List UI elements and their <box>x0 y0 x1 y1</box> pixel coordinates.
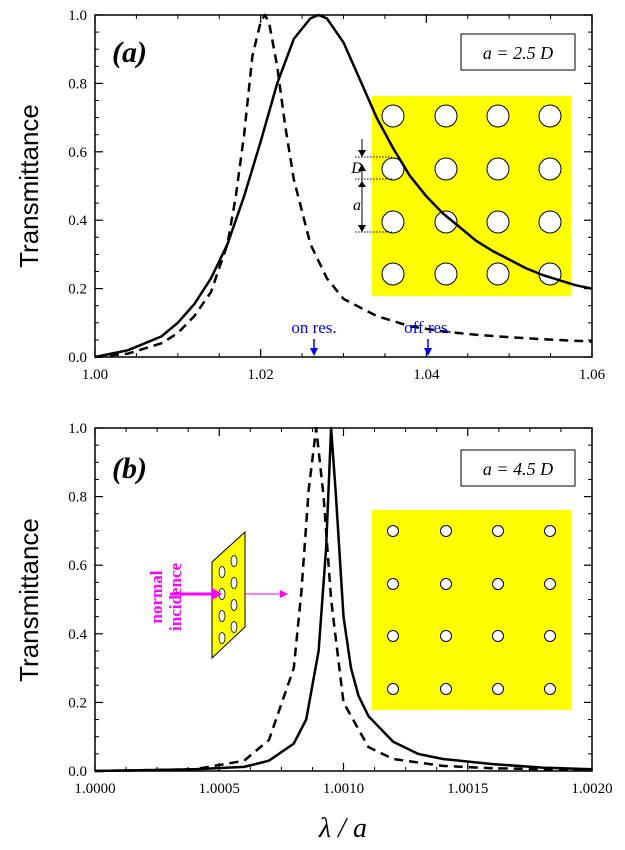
plate-hole <box>218 632 226 644</box>
panel-a-series-dashed-line <box>94 13 593 359</box>
panel-b-series-solid-line <box>94 426 593 773</box>
lattice-hole-large <box>538 157 562 181</box>
panel-b-incident-arrowhead <box>212 588 222 600</box>
lattice-hole-small <box>387 683 399 695</box>
panel-b-inset-holes <box>387 525 556 695</box>
lattice-hole-small <box>387 578 399 590</box>
lattice-hole-large <box>381 262 405 286</box>
panel-a-inset-square <box>372 96 571 296</box>
panel-a-off-res-arrow <box>424 348 432 356</box>
panel-b-ylabel: Transmittance <box>14 518 44 682</box>
panel-a-on-res-label: on res. <box>291 318 336 337</box>
lattice-hole-small <box>440 683 452 695</box>
lattice-hole-small <box>387 630 399 642</box>
panel-b-y-tick-label: 1.0 <box>68 421 87 437</box>
panel-a-y-tick-label: 0.4 <box>68 213 87 229</box>
panel-b-xlabel: λ / a <box>318 813 367 844</box>
panel-b-y-tick-label: 0.0 <box>68 764 87 780</box>
panel-b-x-tick-label: 1.0005 <box>199 781 240 797</box>
panel-a-ylabel: Transmittance <box>14 104 44 268</box>
lattice-hole-large <box>486 157 510 181</box>
panel-a-inset-label-D: D <box>350 160 363 177</box>
panel-a-curves <box>94 13 593 359</box>
lattice-hole-small <box>440 630 452 642</box>
plate-hole <box>230 577 238 589</box>
panel-b-legend-text: a = 4.5 D <box>483 459 553 479</box>
plate-hole <box>230 599 238 611</box>
panel-b-curves <box>94 426 593 773</box>
panel-a-inset-label-a: a <box>353 197 361 214</box>
lattice-hole-small <box>492 578 504 590</box>
panel-a-y-tick-label: 0.2 <box>68 282 87 298</box>
panel-b-inset-square <box>372 510 571 710</box>
panel-a: D a 1.00 1.02 1.04 1.06 0.0 0.2 0.4 0.6 0.8 1.0 (… <box>14 8 606 383</box>
lattice-hole-small <box>544 578 556 590</box>
lattice-hole-large <box>434 104 458 128</box>
panel-a-legend-box <box>460 33 576 71</box>
panel-b-x-tick-label: 1.0015 <box>447 781 488 797</box>
lattice-hole-large <box>434 262 458 286</box>
panel-a-x-tick-label: 1.02 <box>248 367 274 383</box>
panel-b-legend-box <box>460 449 576 487</box>
panel-a-y-tick-label: 0.8 <box>68 76 87 92</box>
lattice-hole-large <box>381 104 405 128</box>
panel-a-label: (a) <box>112 36 147 69</box>
panel-b-y-tick-label: 0.8 <box>68 490 87 506</box>
panel-a-series-solid-line <box>94 13 593 359</box>
lattice-hole-small <box>492 630 504 642</box>
panel-a-legend-text: a = 2.5 D <box>483 43 553 63</box>
panel-a-x-tick-label: 1.06 <box>579 367 606 383</box>
lattice-hole-large <box>434 157 458 181</box>
panel-b-incidence-label: incidence <box>166 563 185 631</box>
lattice-hole-large <box>538 210 562 234</box>
panel-b-y-tick-label: 0.4 <box>68 627 87 643</box>
panel-b-series-dashed-line <box>94 426 593 773</box>
lattice-hole-large <box>486 262 510 286</box>
lattice-hole-small <box>440 578 452 590</box>
panel-a-y-tick-label: 1.0 <box>68 8 87 24</box>
panel-a-off-res-label: off res. <box>404 318 452 337</box>
lattice-hole-large <box>538 104 562 128</box>
plate-hole <box>230 621 238 633</box>
panel-b-transmitted-arrowhead <box>280 590 288 598</box>
panel-b-normal-label: normal <box>147 570 166 623</box>
panel-a-x-tick-label: 1.00 <box>82 367 108 383</box>
panel-b-x-tick-label: 1.0010 <box>323 781 364 797</box>
plate-hole <box>218 566 226 578</box>
lattice-hole-small <box>492 683 504 695</box>
panel-a-y-tick-label: 0.0 <box>68 350 87 366</box>
lattice-hole-small <box>544 630 556 642</box>
lattice-hole-small <box>544 525 556 537</box>
plate-hole <box>230 555 238 567</box>
lattice-hole-large <box>486 210 510 234</box>
panel-a-inset-lattice: D a <box>350 96 571 296</box>
panel-b-plate-schematic: normal incidence <box>147 530 288 660</box>
lattice-hole-small <box>387 525 399 537</box>
panel-b-x-tick-label: 1.0020 <box>571 781 612 797</box>
panel-a-inset-holes <box>381 104 562 286</box>
lattice-hole-small <box>440 525 452 537</box>
panel-b-x-tick-label: 1.0000 <box>74 781 115 797</box>
plate-hole <box>218 610 226 622</box>
panel-b: normal incidence 1.0000 1.0005 1.0010 1.001… <box>14 421 613 844</box>
panel-b-inset-lattice <box>372 510 571 710</box>
panel-a-ticks: 1.00 1.02 1.04 1.06 0.0 0.2 0.4 0.6 0.8 1.0 <box>68 8 605 383</box>
panel-b-label: (b) <box>112 452 147 485</box>
lattice-hole-large <box>434 210 458 234</box>
lattice-hole-small <box>544 683 556 695</box>
panel-b-y-tick-label: 0.6 <box>68 558 87 574</box>
panel-a-x-tick-label: 1.04 <box>413 367 440 383</box>
panel-b-ticks: 1.0000 1.0005 1.0010 1.0015 1.0020 0.0 0.2 0.4 0… <box>68 421 612 797</box>
panel-b-y-tick-label: 0.2 <box>68 695 87 711</box>
lattice-hole-large <box>486 104 510 128</box>
lattice-hole-large <box>381 157 405 181</box>
lattice-hole-large <box>381 210 405 234</box>
panel-a-y-tick-label: 0.6 <box>68 145 87 161</box>
lattice-hole-small <box>492 525 504 537</box>
panel-a-on-res-arrow <box>310 348 318 356</box>
